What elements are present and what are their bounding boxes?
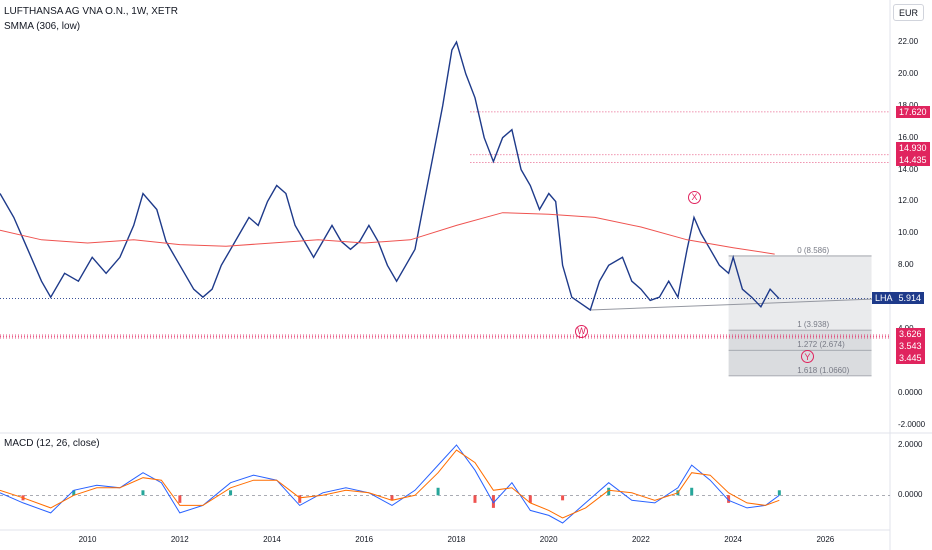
fib-zone-0-1 [728, 255, 872, 331]
fib-level-label: 1.618 (1.0660) [797, 365, 850, 375]
time-tick-label: 2026 [816, 535, 835, 544]
smma-indicator-label[interactable]: SMMA (306, low) [4, 21, 81, 32]
macd-histogram-bar-14 [690, 487, 694, 496]
macd-tick-label: 0.0000 [898, 490, 923, 500]
price-tick-label: -2.0000 [898, 419, 926, 429]
currency-button[interactable]: EUR [893, 4, 924, 21]
fib-level-label: 1 (3.938) [797, 320, 830, 330]
wave-label-x: X [688, 190, 701, 204]
price-series-line [0, 40, 780, 312]
macd-histogram-bar-10 [528, 495, 532, 503]
price-tick-label: 14.00 [898, 164, 919, 174]
price-tick-label: 16.00 [898, 132, 919, 142]
chart-title: LUFTHANSA AG VNA O.N., 1W, XETR [4, 6, 178, 17]
price-level-tag: 3.626 [896, 328, 925, 340]
macd-line [0, 444, 780, 524]
last-price-value: 5.914 [895, 292, 925, 304]
price-tick-label: 10.00 [898, 228, 919, 238]
price-level-tag: 14.435 [896, 154, 930, 166]
macd-histogram-bar-8 [473, 495, 477, 503]
price-tick-label: 12.00 [898, 196, 919, 206]
time-tick-label: 2010 [78, 535, 97, 544]
macd-signal-line [0, 449, 780, 519]
trend-line [590, 298, 881, 311]
fib-level-label: 0 (8.586) [797, 245, 830, 255]
wave-label-w: W [575, 324, 589, 338]
time-tick-label: 2024 [724, 535, 742, 544]
price-tick-label: 20.00 [898, 68, 919, 78]
macd-histogram-bar-11 [561, 495, 565, 501]
last-price-symbol: LHA [872, 292, 896, 304]
macd-histogram-bar-6 [390, 495, 394, 501]
time-tick-label: 2014 [263, 535, 281, 544]
price-tick-label: 8.00 [898, 260, 914, 270]
price-tick-label: 18.00 [898, 101, 918, 110]
price-tick-label: 22.00 [898, 36, 919, 46]
macd-title[interactable]: MACD (12, 26, close) [4, 438, 100, 449]
time-tick-label: 2018 [447, 535, 466, 544]
price-tick-label: 0.0000 [898, 387, 923, 397]
time-tick-label: 2022 [631, 535, 650, 544]
macd-tick-label: 2.0000 [898, 440, 923, 450]
price-level-tag: 3.543 [896, 340, 925, 352]
macd-histogram-bar-16 [777, 490, 781, 496]
macd-histogram-bar-12 [607, 487, 611, 496]
macd-histogram-bar-7 [436, 487, 440, 496]
macd-histogram-bar-4 [229, 490, 233, 496]
macd-histogram-bar-5 [298, 495, 302, 503]
time-tick-label: 2012 [170, 535, 189, 544]
macd-histogram-bar-3 [178, 495, 182, 503]
macd-histogram-bar-1 [72, 490, 76, 496]
time-tick-label: 2016 [355, 535, 374, 544]
smma-line [0, 212, 775, 255]
wave-label-y: Y [800, 350, 814, 364]
price-level-tag: 17.620 [896, 105, 930, 118]
fib-zone-1-1618 [728, 330, 872, 376]
macd-histogram-bar-9 [491, 495, 495, 508]
macd-histogram-bar-2 [141, 490, 145, 496]
last-price-tag: LHA 5.914 [872, 292, 925, 304]
macd-histogram-bar-15 [727, 495, 731, 503]
price-level-tag: 3.445 [896, 352, 925, 364]
time-tick-label: 2020 [539, 535, 558, 544]
fib-level-label: 1.272 (2.674) [797, 340, 845, 350]
price-level-tag: 14.930 [896, 142, 930, 154]
